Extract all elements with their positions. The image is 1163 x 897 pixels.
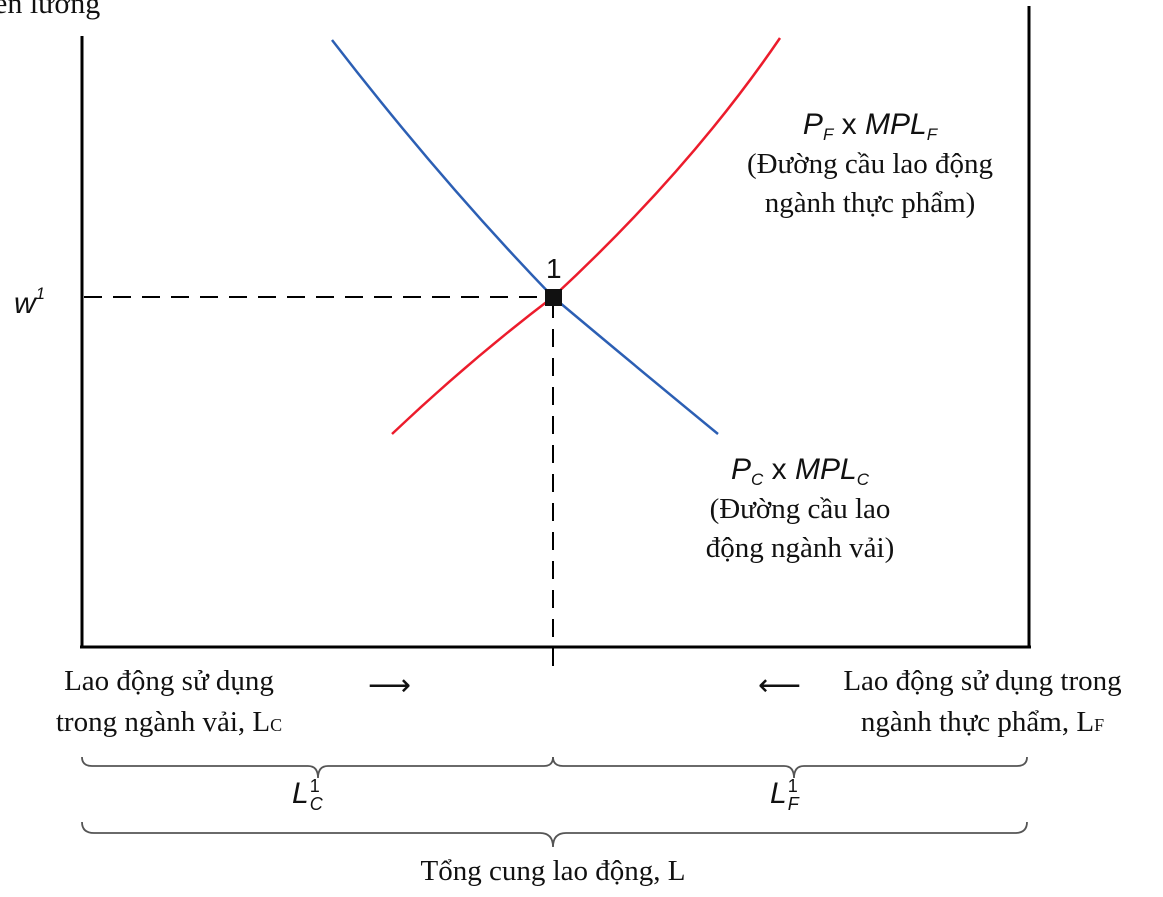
labor-food-line1: Lao động sử dụng trong	[843, 665, 1122, 697]
y-axis-label: ền lương	[0, 0, 101, 20]
food-curve-desc-line2: ngành thực phẩm)	[764, 187, 976, 220]
cloth-curve-desc-line1: (Đường cầu lao	[709, 493, 891, 526]
arrow-right: ⟶	[368, 669, 412, 702]
equilibrium-label: 1	[546, 253, 562, 284]
cloth-curve-title: PC x MPLC	[731, 453, 869, 489]
wage-label: w1	[14, 284, 45, 322]
labor-cloth-line1: Lao động sử dụng	[64, 665, 274, 697]
labor-food-label: Lao động sử dụng trong ngành thực phẩm, …	[800, 664, 1163, 740]
wage-superscript: 1	[35, 284, 46, 303]
food-curve-title: PF x MPLF	[802, 108, 938, 144]
arrow-left: ⟵	[758, 669, 802, 702]
total-labor-label: Tổng cung lao động, L	[420, 855, 686, 887]
food-curve-desc-line1: (Đường cầu lao động	[746, 148, 994, 181]
labor-cloth-label: Lao động sử dụng trong ngành vải, LC	[14, 664, 324, 740]
brace-food	[552, 756, 1028, 779]
brace-cloth	[81, 756, 554, 779]
wage-symbol: w	[14, 287, 36, 320]
cloth-curve-desc-line2: động ngành vải)	[705, 532, 895, 565]
equilibrium-point	[545, 289, 562, 306]
brace-total	[81, 821, 1028, 848]
labor-food-line2: ngành thực phẩm, LF	[860, 705, 1105, 738]
cloth-labor-demand-curve	[331, 39, 719, 435]
food-curve-label: PF x MPLF (Đường cầu lao động ngành thực…	[700, 107, 1040, 221]
cloth-curve-label: PC x MPLC (Đường cầu lao động ngành vải)	[630, 452, 970, 566]
food-labor-demand-curve	[391, 37, 782, 435]
labor-cloth-line2: trong ngành vải, LC	[55, 705, 283, 738]
